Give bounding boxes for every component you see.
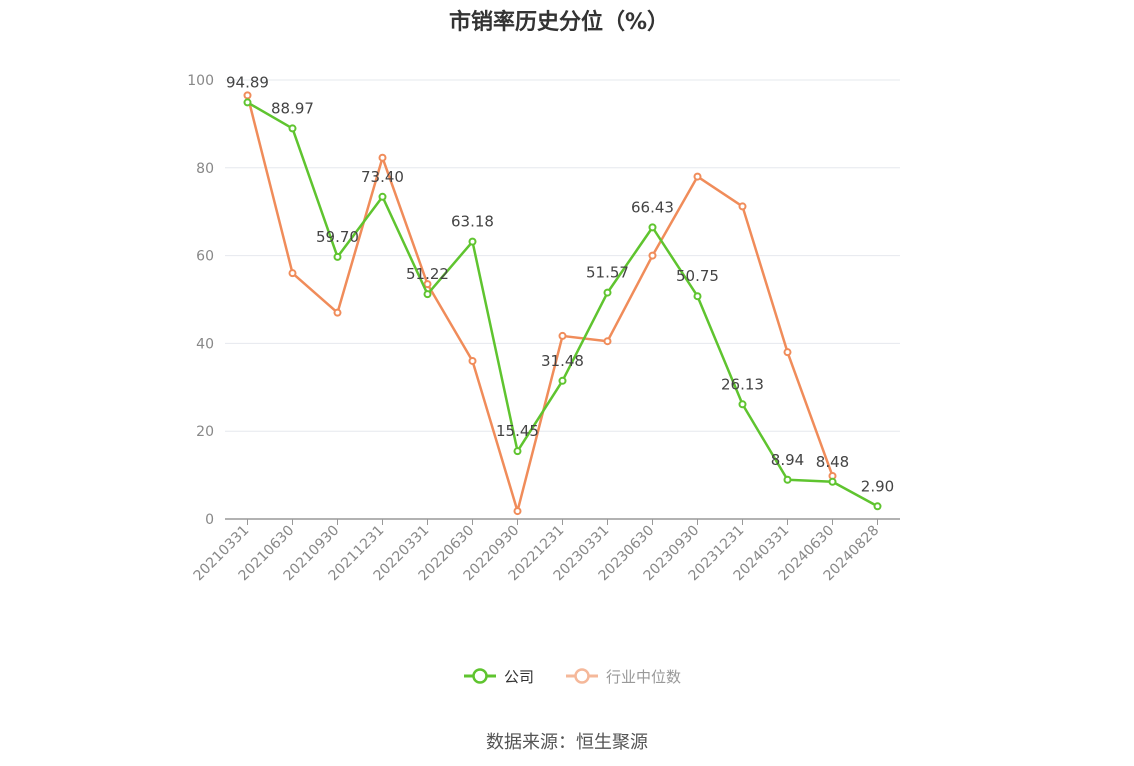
data-point	[648, 223, 657, 232]
legend-swatch-marker	[472, 668, 488, 684]
x-axis: 2021033120210630202109302021123120220331…	[191, 518, 900, 584]
y-tick-label: 80	[196, 161, 214, 177]
data-point	[648, 251, 657, 260]
data-label: 8.94	[771, 451, 804, 469]
data-label: 88.97	[271, 99, 314, 117]
y-tick-label: 100	[187, 73, 214, 89]
y-tick-label: 0	[205, 512, 214, 528]
data-label: 50.75	[676, 267, 719, 285]
data-label: 73.40	[361, 168, 404, 186]
source-note: 数据来源：恒生聚源	[486, 732, 648, 753]
data-point	[333, 252, 342, 261]
data-label: 2.90	[861, 477, 894, 495]
data-point	[558, 376, 567, 385]
data-point	[423, 280, 432, 289]
legend-label: 公司	[504, 668, 534, 686]
data-label: 51.22	[406, 265, 449, 283]
series-line-0	[246, 101, 879, 508]
data-point	[288, 269, 297, 278]
legend-label: 行业中位数	[606, 668, 681, 686]
series-lines	[243, 91, 882, 516]
data-point	[738, 202, 747, 211]
data-label: 59.70	[316, 228, 359, 246]
data-point	[738, 400, 747, 409]
data-label: 31.48	[541, 352, 584, 370]
data-label: 8.48	[816, 453, 849, 471]
data-point	[693, 292, 702, 301]
data-point	[783, 475, 792, 484]
data-point	[333, 308, 342, 317]
data-point	[378, 153, 387, 162]
data-label: 63.18	[451, 213, 494, 231]
data-point	[603, 288, 612, 297]
data-point	[468, 356, 477, 365]
data-point	[513, 507, 522, 516]
data-point	[693, 172, 702, 181]
data-label: 15.45	[496, 422, 539, 440]
data-point	[243, 91, 252, 100]
y-tick-label: 20	[196, 424, 214, 440]
data-point	[288, 124, 297, 133]
y-tick-label: 40	[196, 336, 214, 352]
data-point	[603, 337, 612, 346]
data-point	[873, 502, 882, 511]
data-label: 94.89	[226, 73, 269, 91]
legend: 公司 行业中位数	[464, 668, 681, 686]
legend-swatch-marker	[574, 668, 590, 684]
data-point	[378, 192, 387, 201]
y-tick-label: 60	[196, 249, 214, 265]
data-label: 66.43	[631, 198, 674, 216]
data-point	[783, 348, 792, 357]
data-point	[828, 477, 837, 486]
data-label: 26.13	[721, 375, 764, 393]
data-point	[558, 331, 567, 340]
data-point	[513, 447, 522, 456]
chart-title: 市销率历史分位（%）	[448, 10, 670, 35]
data-point	[468, 237, 477, 246]
data-point	[243, 98, 252, 107]
data-label: 51.57	[586, 264, 629, 282]
data-point	[423, 290, 432, 299]
y-axis: 0 20 40 60 80 100	[187, 73, 214, 528]
series-line-1	[246, 95, 834, 513]
